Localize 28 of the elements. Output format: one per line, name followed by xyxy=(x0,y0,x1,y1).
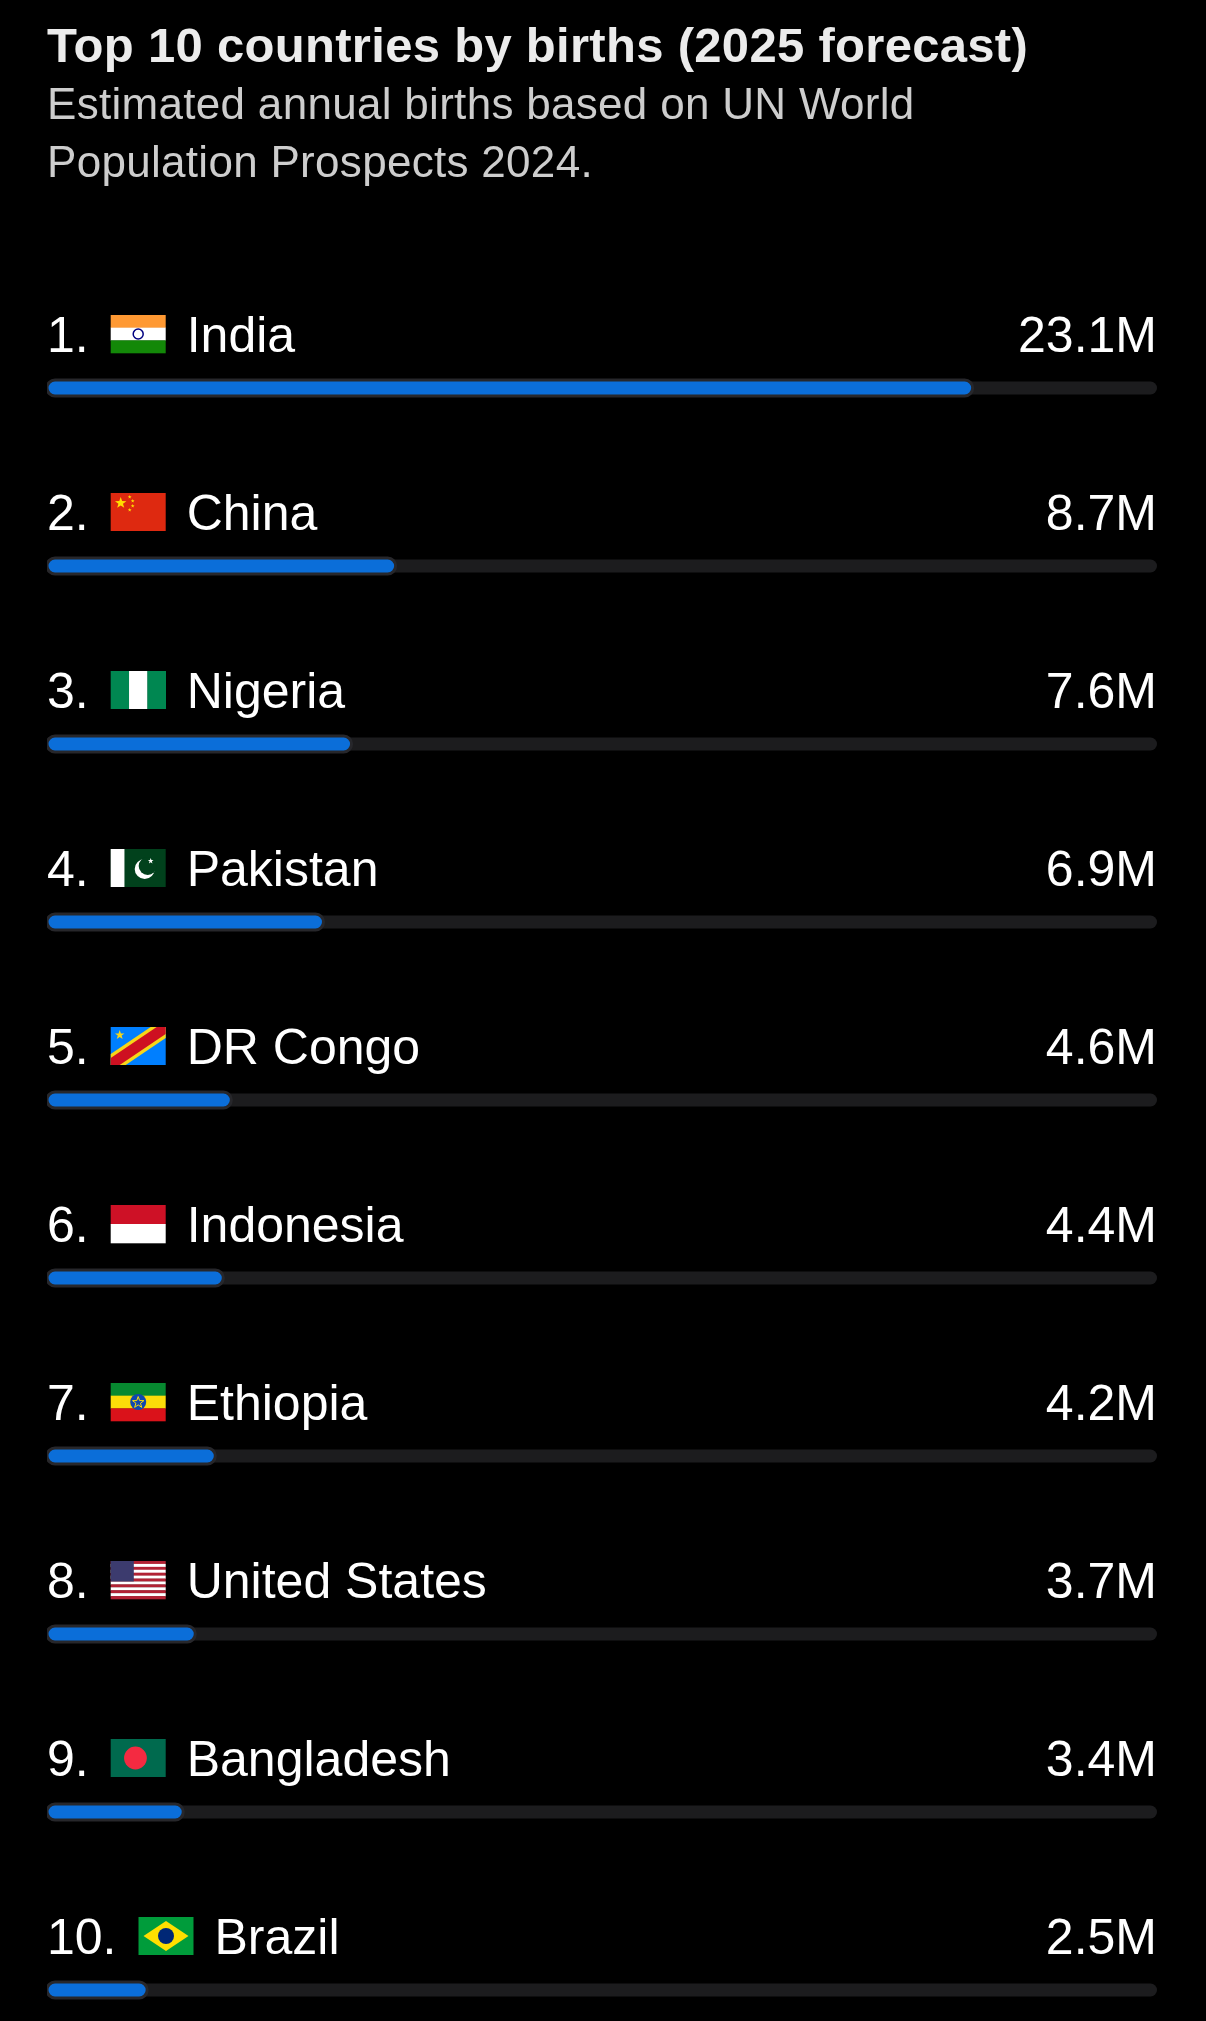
category-label: 10. Brazil xyxy=(47,1909,340,1965)
chart-subtitle: Estimated annual births based on UN World Population Prospects 2024. xyxy=(47,78,916,188)
data-label: 7.6M xyxy=(1045,663,1157,719)
data-label: 4.6M xyxy=(1045,1019,1157,1075)
category-label: 8. United States xyxy=(47,1553,487,1609)
bar xyxy=(47,1802,185,1822)
category-label: 9. Bangladesh xyxy=(47,1731,451,1787)
category-label: 1. India xyxy=(47,307,296,363)
bar xyxy=(47,1446,217,1466)
chart-title: Top 10 countries by births (2025 forecast) xyxy=(47,18,1029,72)
category-label: 7. Ethiopia xyxy=(47,1375,368,1431)
data-label: 3.4M xyxy=(1045,1731,1157,1787)
category-label: 3. Nigeria xyxy=(47,663,346,719)
data-label: 4.2M xyxy=(1045,1375,1157,1431)
data-label: 2.5M xyxy=(1045,1909,1157,1965)
data-label: 3.7M xyxy=(1045,1553,1157,1609)
category-label: 2. China xyxy=(47,485,318,541)
data-label: 23.1M xyxy=(1018,307,1157,363)
category-label: 4. Pakistan xyxy=(47,841,379,897)
category-label: 5. DR Congo xyxy=(47,1019,421,1075)
data-label: 4.4M xyxy=(1045,1197,1157,1253)
bar xyxy=(47,1268,225,1288)
data-label: 8.7M xyxy=(1045,485,1157,541)
category-label: 6. Indonesia xyxy=(47,1197,404,1253)
data-label: 6.9M xyxy=(1045,841,1157,897)
bar xyxy=(47,1624,197,1644)
bar xyxy=(47,1090,233,1110)
bar xyxy=(47,1980,149,2000)
